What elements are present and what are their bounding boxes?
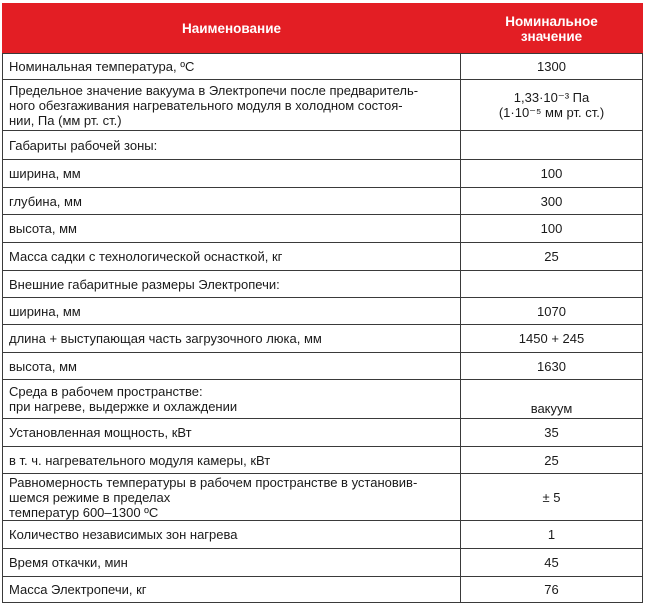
table-row: Количество независимых зон нагрева 1 [2,520,643,549]
table-row: Габариты рабочей зоны: [2,130,643,160]
table-row: Внешние габаритные размеры Электропечи: [2,270,643,298]
param-value: 1630 [460,352,643,380]
param-value: 45 [460,548,643,577]
header-row: Наименование Номинальное значение [2,3,643,54]
param-name: Габариты рабочей зоны: [2,130,461,160]
param-name: Равномерность температуры в рабочем прос… [2,473,461,521]
param-value [460,270,643,298]
param-name: Масса Электропечи, кг [2,576,461,603]
header-name: Наименование [2,3,461,54]
param-name: Среда в рабочем пространстве: при нагрев… [2,379,461,419]
param-value: 100 [460,214,643,243]
param-value [460,130,643,160]
param-value: 25 [460,446,643,474]
table-row: в т. ч. нагревательного модуля камеры, к… [2,446,643,474]
param-name: Предельное значение вакуума в Электропеч… [2,79,461,131]
table-row: ширина, мм 100 [2,159,643,188]
table-row: Время откачки, мин 45 [2,548,643,577]
table-row: Установленная мощность, кВт 35 [2,418,643,447]
table-row: Предельное значение вакуума в Электропеч… [2,79,643,131]
param-value: 1,33·10⁻³ Па (1·10⁻⁵ мм рт. ст.) [460,79,643,131]
param-value: 1 [460,520,643,549]
param-value: 100 [460,159,643,188]
header-value: Номинальное значение [460,3,643,54]
param-name: длина + выступающая часть загрузочного л… [2,324,461,353]
param-name: Масса садки с технологической оснасткой,… [2,242,461,271]
param-value: 300 [460,187,643,215]
table-row: длина + выступающая часть загрузочного л… [2,324,643,353]
param-name: в т. ч. нагревательного модуля камеры, к… [2,446,461,474]
param-name: Номинальная температура, ºС [2,53,461,80]
param-name: высота, мм [2,214,461,243]
param-name: ширина, мм [2,297,461,325]
table-row: высота, мм 100 [2,214,643,243]
param-value: 76 [460,576,643,603]
param-name: глубина, мм [2,187,461,215]
specs-table: Наименование Номинальное значение Номина… [2,3,643,603]
param-name: Установленная мощность, кВт [2,418,461,447]
table-row: Среда в рабочем пространстве: при нагрев… [2,379,643,419]
param-name: ширина, мм [2,159,461,188]
table-row: Равномерность температуры в рабочем прос… [2,473,643,521]
table-row: глубина, мм 300 [2,187,643,215]
param-name: Количество независимых зон нагрева [2,520,461,549]
param-value: 1450 + 245 [460,324,643,353]
param-name: Внешние габаритные размеры Электропечи: [2,270,461,298]
table-row: ширина, мм 1070 [2,297,643,325]
param-name: высота, мм [2,352,461,380]
param-value: 25 [460,242,643,271]
param-value: 1070 [460,297,643,325]
table-row: Масса садки с технологической оснасткой,… [2,242,643,271]
param-value: 1300 [460,53,643,80]
param-value: 35 [460,418,643,447]
table-row: Номинальная температура, ºС 1300 [2,53,643,80]
table-row: высота, мм 1630 [2,352,643,380]
param-value: вакуум [460,379,643,419]
table-row: Масса Электропечи, кг 76 [2,576,643,603]
param-name: Время откачки, мин [2,548,461,577]
param-value: ± 5 [460,473,643,521]
